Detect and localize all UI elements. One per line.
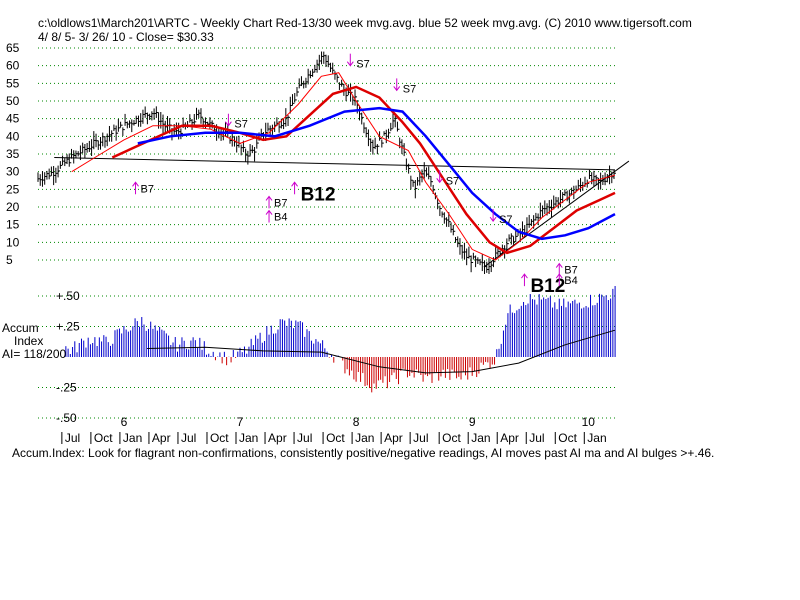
gridlines [38,47,615,419]
trendline [54,157,616,171]
accum-label: Accum [2,321,39,335]
price-bars [37,51,617,274]
y-tick-label: 50 [6,94,20,108]
y-tick-label: 20 [6,200,20,214]
y-tick-label: 40 [6,129,20,143]
series-line-2 [111,85,616,255]
signal-arrowhead [265,195,273,201]
month-label: Jan [123,431,142,445]
signal-label: B7 [564,265,577,277]
y-tick-label: 25 [6,182,20,196]
month-label: Oct [558,431,577,445]
signal-arrowhead [521,273,528,279]
month-label: Oct [210,431,229,445]
trendline [483,160,630,268]
y-tick-label: 55 [6,76,20,90]
year-label: 8 [353,415,360,429]
month-label: Oct [326,431,345,445]
y-tick-label: 15 [6,218,20,232]
signal-label: B7 [274,197,287,209]
month-label: Apr [384,431,403,445]
month-label: Jan [471,431,490,445]
year-label: 10 [582,415,596,429]
y-tick-label: 45 [6,112,20,126]
signal-arrowhead [555,273,563,279]
signal-arrowhead [393,86,401,92]
signal-label: B4 [274,212,287,224]
series-line-3 [137,106,616,241]
index-label: Index [14,334,44,348]
month-label: Jul [65,431,80,445]
signal-arrowhead [346,61,354,67]
series-line-1 [71,72,616,261]
ai-tick-label: +.25 [56,320,80,334]
signal-arrowhead [436,177,444,184]
signal-label: B12 [301,184,336,205]
month-label: Oct [94,431,113,445]
signal-arrowhead [224,121,232,127]
month-label: Jul [529,431,544,445]
footer-note: Accum.Index: Look for flagrant non-confi… [12,446,715,460]
month-label: Apr [268,431,287,445]
signal-arrowhead [555,262,563,268]
accum-index [65,286,616,393]
month-label: Jul [297,431,312,445]
chart-title: c:\oldlows1\March201\ARTC - Weekly Chart… [38,16,692,30]
signal-label: B4 [564,275,577,287]
ai-tick-label: +.50 [56,289,80,303]
signal-arrowhead [291,181,298,187]
y-tick-label: 5 [6,253,13,267]
signal-arrowhead [132,181,139,187]
ai-value-label: AI= 118/200 [2,347,67,361]
month-label: Jan [587,431,606,445]
ai-tick-label: -.50 [56,411,77,425]
signal-label: S7 [356,59,369,71]
month-label: Jul [413,431,428,445]
ai-tick-label: -.25 [56,381,77,395]
signal-label: S7 [234,119,247,131]
signal-arrowhead [489,216,497,222]
y-tick-label: 10 [6,235,20,249]
moving-averages [54,72,630,268]
axis-labels: 65 60 55 50 45 40 35 30 25 20 15 10 5 +.50 +.25 -.25 -.5… [6,41,607,445]
month-label: Jan [239,431,258,445]
year-label: 6 [121,415,128,429]
y-tick-label: 30 [6,165,20,179]
signal-label: S7 [499,214,512,226]
month-label: Apr [500,431,519,445]
ai-moving-average [147,329,616,374]
signal-label: S7 [403,83,416,95]
signal-label: S7 [446,175,459,187]
year-label: 9 [469,415,476,429]
month-label: Apr [152,431,171,445]
month-label: Jan [355,431,374,445]
y-tick-label: 35 [6,147,20,161]
year-label: 7 [237,415,244,429]
month-label: Jul [181,431,196,445]
month-label: Oct [442,431,461,445]
signal-label: B12 [530,276,565,297]
signal-arrowhead [265,209,273,215]
signal-label: B7 [141,183,154,195]
y-tick-label: 65 [6,41,20,55]
y-tick-label: 60 [6,59,20,73]
chart-subtitle: 4/ 8/ 5- 3/ 26/ 10 - Close= $30.33 [38,30,214,44]
